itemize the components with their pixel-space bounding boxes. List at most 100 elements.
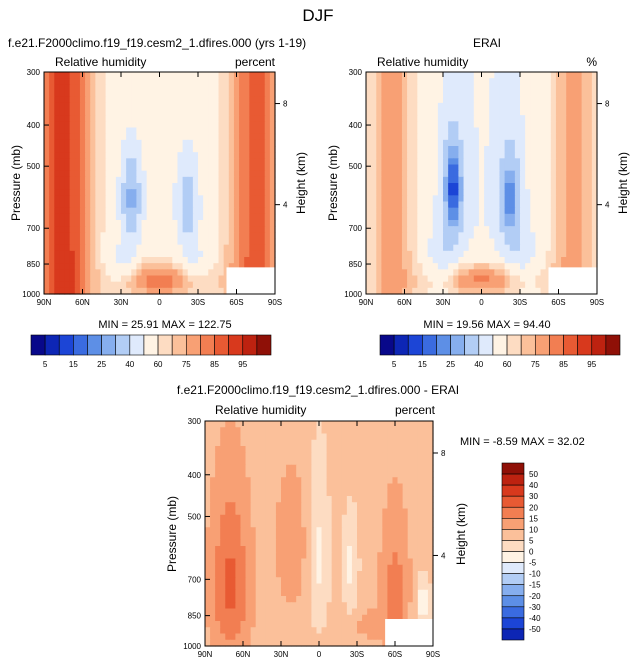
panel-erai-cell <box>427 164 434 172</box>
panel-erai-cell <box>448 238 454 246</box>
panel-difference-cell <box>336 633 343 641</box>
panel-erai-cell <box>412 207 418 215</box>
panel-erai-cell <box>371 189 377 196</box>
panel-erai-cell <box>386 269 393 277</box>
panel-erai-cell <box>366 275 372 283</box>
panel-erai-cell <box>499 201 506 209</box>
panel-erai-cell <box>453 189 459 196</box>
panel-model-cell <box>192 232 199 240</box>
panel-erai-cell <box>499 269 506 277</box>
panel-difference-cell <box>215 577 221 585</box>
panel-difference-cell <box>377 496 383 503</box>
panel-erai-cell <box>478 146 485 153</box>
panel-erai-cell <box>437 146 444 153</box>
panel-difference-cell <box>265 627 272 635</box>
panel-model-cell <box>269 109 276 116</box>
panel-erai-cell <box>473 269 480 277</box>
panel-difference-cell <box>235 533 242 541</box>
panel-model-cell <box>156 146 163 153</box>
panel-model-cell <box>146 257 153 264</box>
panel-difference-cell <box>377 502 383 510</box>
panel-erai-cell <box>571 102 578 110</box>
colorbar-erai-swatch <box>605 334 621 356</box>
panel-difference-cell <box>301 464 307 472</box>
panel-model-cell <box>69 238 76 246</box>
panel-erai-cell <box>401 220 408 227</box>
panel-difference-cell <box>311 464 318 472</box>
panel-model-cell <box>151 90 158 98</box>
panel-model-cell <box>105 201 112 209</box>
panel-erai-cell <box>478 84 485 92</box>
panel-erai-cell <box>443 133 449 141</box>
panel-difference-cell <box>286 521 292 528</box>
panel-model-cell <box>198 102 204 110</box>
panel-difference-cell <box>427 577 434 585</box>
panel-erai-cell <box>417 152 424 159</box>
panel-model-cell <box>156 121 163 129</box>
panel-erai-cell <box>473 207 480 215</box>
panel-model-cell <box>249 146 256 153</box>
panel-erai-cell <box>453 78 459 85</box>
panel-difference-cell <box>311 489 318 497</box>
panel-difference-cell <box>311 527 318 535</box>
panel-erai-cell <box>412 220 418 227</box>
panel-difference-cell <box>306 489 312 497</box>
panel-model-cell <box>203 72 209 79</box>
panel-difference-cell <box>427 546 434 553</box>
panel-difference-cell <box>296 421 302 428</box>
panel-difference: f.e21.F2000climo.f19_f19.cesm2_1.dfires.… <box>165 383 585 659</box>
panel-model-cell <box>136 152 143 159</box>
panel-model-cell <box>172 281 179 289</box>
panel-erai-cell <box>412 102 418 110</box>
panel-difference-cell <box>362 621 368 628</box>
panel-model-cell <box>146 201 153 209</box>
panel-model-cell <box>244 164 250 172</box>
panel-difference-cell <box>351 633 358 641</box>
panel-erai-cell <box>412 250 418 258</box>
panel-erai-cell <box>437 195 444 203</box>
panel-difference-cell <box>225 564 231 572</box>
panel-model-cell <box>151 195 158 203</box>
panel-model-cell <box>228 164 235 172</box>
panel-model-cell <box>223 257 230 264</box>
panel-difference-cell <box>306 533 312 541</box>
colorbar-model-swatch <box>58 334 74 356</box>
panel-erai-cell <box>561 232 567 240</box>
panel-model-cell <box>115 84 122 92</box>
panel-model-cell <box>49 109 55 116</box>
panel-model-cell <box>213 232 220 240</box>
panel-erai-cell <box>396 287 403 295</box>
panel-model-cell <box>218 232 225 240</box>
panel-difference-cell <box>230 589 236 597</box>
panel-difference-cell <box>382 602 388 610</box>
panel-erai-missing-region <box>548 267 598 295</box>
panel-difference-cell <box>270 633 277 641</box>
panel-difference-cell <box>255 477 262 485</box>
panel-difference-cell <box>205 546 211 553</box>
panel-model-cell <box>110 115 117 122</box>
panel-erai-cell <box>478 183 485 190</box>
panel-difference-cell <box>392 471 399 478</box>
panel-model-cell <box>167 232 173 240</box>
panel-erai-cell <box>550 96 557 104</box>
panel-model-cell <box>121 127 127 135</box>
panel-model-cell <box>167 250 173 258</box>
panel-model-cell <box>100 232 107 240</box>
panel-model-cell <box>85 226 91 233</box>
panel-erai-cell <box>381 183 388 190</box>
panel-erai-cell <box>530 244 536 252</box>
panel-erai-cell <box>391 84 398 92</box>
panel-difference-cell <box>372 539 378 547</box>
panel-erai-cell <box>509 102 516 110</box>
panel-erai-cell <box>545 90 552 98</box>
panel-difference-cell <box>357 602 363 610</box>
panel-difference-cell <box>235 458 242 466</box>
panel-model-cell <box>239 139 245 147</box>
panel-difference-cell <box>240 471 247 478</box>
panel-erai-cell <box>407 133 413 141</box>
panel-difference-cell <box>341 577 348 585</box>
panel-model-cell <box>156 213 163 221</box>
panel-erai-cell <box>417 195 424 203</box>
panel-model-cell <box>264 257 271 264</box>
panel-difference-cell <box>372 583 378 591</box>
